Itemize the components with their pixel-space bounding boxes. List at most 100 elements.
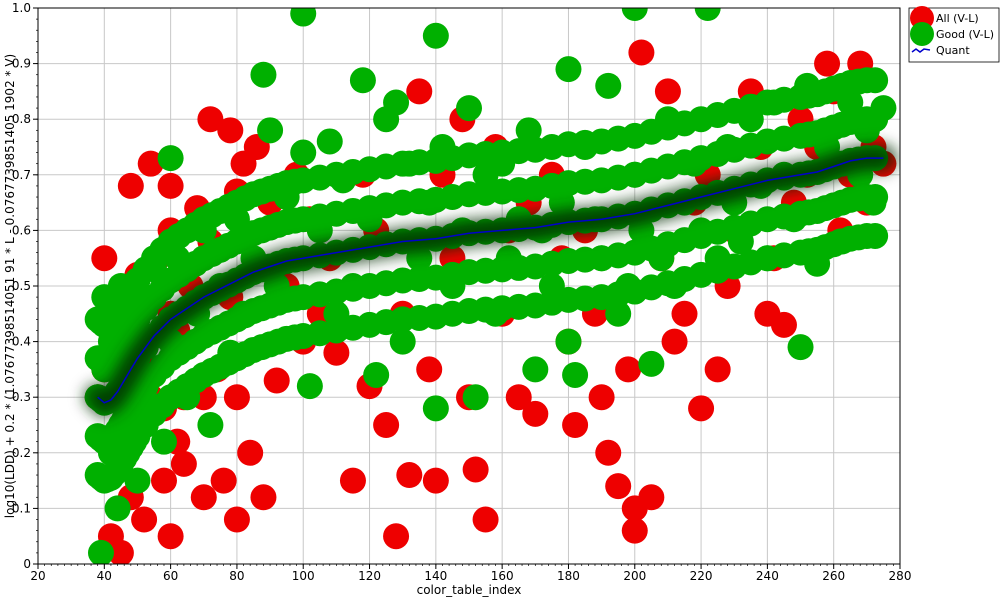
good-point (257, 117, 284, 144)
good-point (422, 395, 449, 422)
good-point (290, 8, 317, 27)
good-point (349, 67, 376, 94)
all-point (638, 484, 665, 511)
legend-label: All (V-L) (936, 12, 979, 25)
legend-line (911, 48, 931, 53)
good-point (290, 139, 317, 166)
legend-label: Good (V-L) (936, 28, 994, 41)
x-tick-label: 40 (97, 569, 112, 583)
legend: All (V-L) Good (V-L) Quant (908, 6, 1000, 63)
all-point (595, 439, 622, 466)
good-point (638, 350, 665, 377)
all-point (770, 311, 797, 338)
good-point (555, 56, 582, 83)
y-tick-label: 0.5 (12, 279, 31, 293)
y-axis-title: log10(LDD) + 0.2 * (1.07677398514051 91 … (3, 54, 17, 518)
x-tick-label: 200 (623, 569, 646, 583)
x-tick-label: 20 (30, 569, 45, 583)
legend-label: Quant (936, 44, 970, 57)
good-point (316, 128, 343, 155)
all-point (396, 462, 423, 489)
good-point (104, 495, 131, 522)
all-point (210, 467, 237, 494)
x-tick-label: 120 (358, 569, 381, 583)
good-point (787, 334, 814, 361)
y-tick-label: 0.8 (12, 112, 31, 126)
good-point (363, 361, 390, 388)
all-point (422, 467, 449, 494)
all-point (339, 467, 366, 494)
good-point (389, 328, 416, 355)
all-point (170, 450, 197, 477)
good-point (422, 22, 449, 49)
all-point (263, 367, 290, 394)
all-point (522, 400, 549, 427)
all-point (654, 78, 681, 105)
good-point (605, 300, 632, 327)
all-point (117, 172, 144, 199)
all-point (704, 356, 731, 383)
good-point (555, 328, 582, 355)
good-point (296, 373, 323, 400)
all-point (588, 384, 615, 411)
good-point (250, 61, 277, 88)
good-point (87, 539, 114, 564)
y-tick-label: 0.2 (12, 446, 31, 460)
good-point (522, 356, 549, 383)
good-point (595, 72, 622, 99)
y-tick-label: 0.3 (12, 390, 31, 404)
good-point-band (862, 222, 889, 249)
all-point (628, 39, 655, 66)
x-tick-label: 80 (229, 569, 244, 583)
all-point (131, 506, 158, 533)
quant-line (97, 157, 884, 404)
x-tick-label: 260 (822, 569, 845, 583)
good-point (621, 8, 648, 21)
all-point (107, 539, 134, 564)
all-point (137, 150, 164, 177)
plot-frame (37, 7, 901, 565)
all-point (223, 384, 250, 411)
x-axis-ticks: 20 40 60 80 100 120 140 160 180 200 220 240 260 280 (30, 564, 911, 583)
all-point (406, 78, 433, 105)
x-tick-label: 180 (557, 569, 580, 583)
y-tick-label: 0.1 (12, 501, 31, 515)
all-point (688, 395, 715, 422)
all-point (190, 484, 217, 511)
all-point (416, 356, 443, 383)
all-point (671, 300, 698, 327)
good-point (197, 412, 224, 438)
y-tick-label: 0.9 (12, 57, 31, 71)
good-point-band (862, 184, 889, 211)
good-point (383, 89, 410, 116)
all-point (217, 117, 244, 144)
all-point (157, 523, 184, 550)
all-point (615, 356, 642, 383)
good-point (562, 361, 589, 388)
x-tick-label: 280 (889, 569, 912, 583)
good-point-band (862, 106, 889, 133)
all-point (605, 473, 632, 500)
all-point (621, 517, 648, 544)
x-tick-label: 140 (424, 569, 447, 583)
good-point (157, 145, 184, 172)
y-tick-label: 0 (23, 557, 31, 571)
x-tick-label: 160 (491, 569, 514, 583)
x-axis-title: color_table_index (417, 583, 522, 597)
x-tick-label: 240 (756, 569, 779, 583)
all-point (373, 412, 400, 438)
good-point-band (862, 67, 889, 94)
all-point (661, 328, 688, 355)
all-point (814, 50, 841, 77)
all-point (157, 172, 184, 199)
y-tick-label: 1.0 (12, 1, 31, 15)
good-point (462, 384, 489, 411)
good-point (150, 428, 177, 455)
y-tick-label: 0.7 (12, 168, 31, 182)
all-point (91, 245, 118, 272)
all-point (223, 506, 250, 533)
good-point (456, 95, 482, 122)
all-point (150, 467, 177, 494)
all-point (472, 506, 499, 533)
